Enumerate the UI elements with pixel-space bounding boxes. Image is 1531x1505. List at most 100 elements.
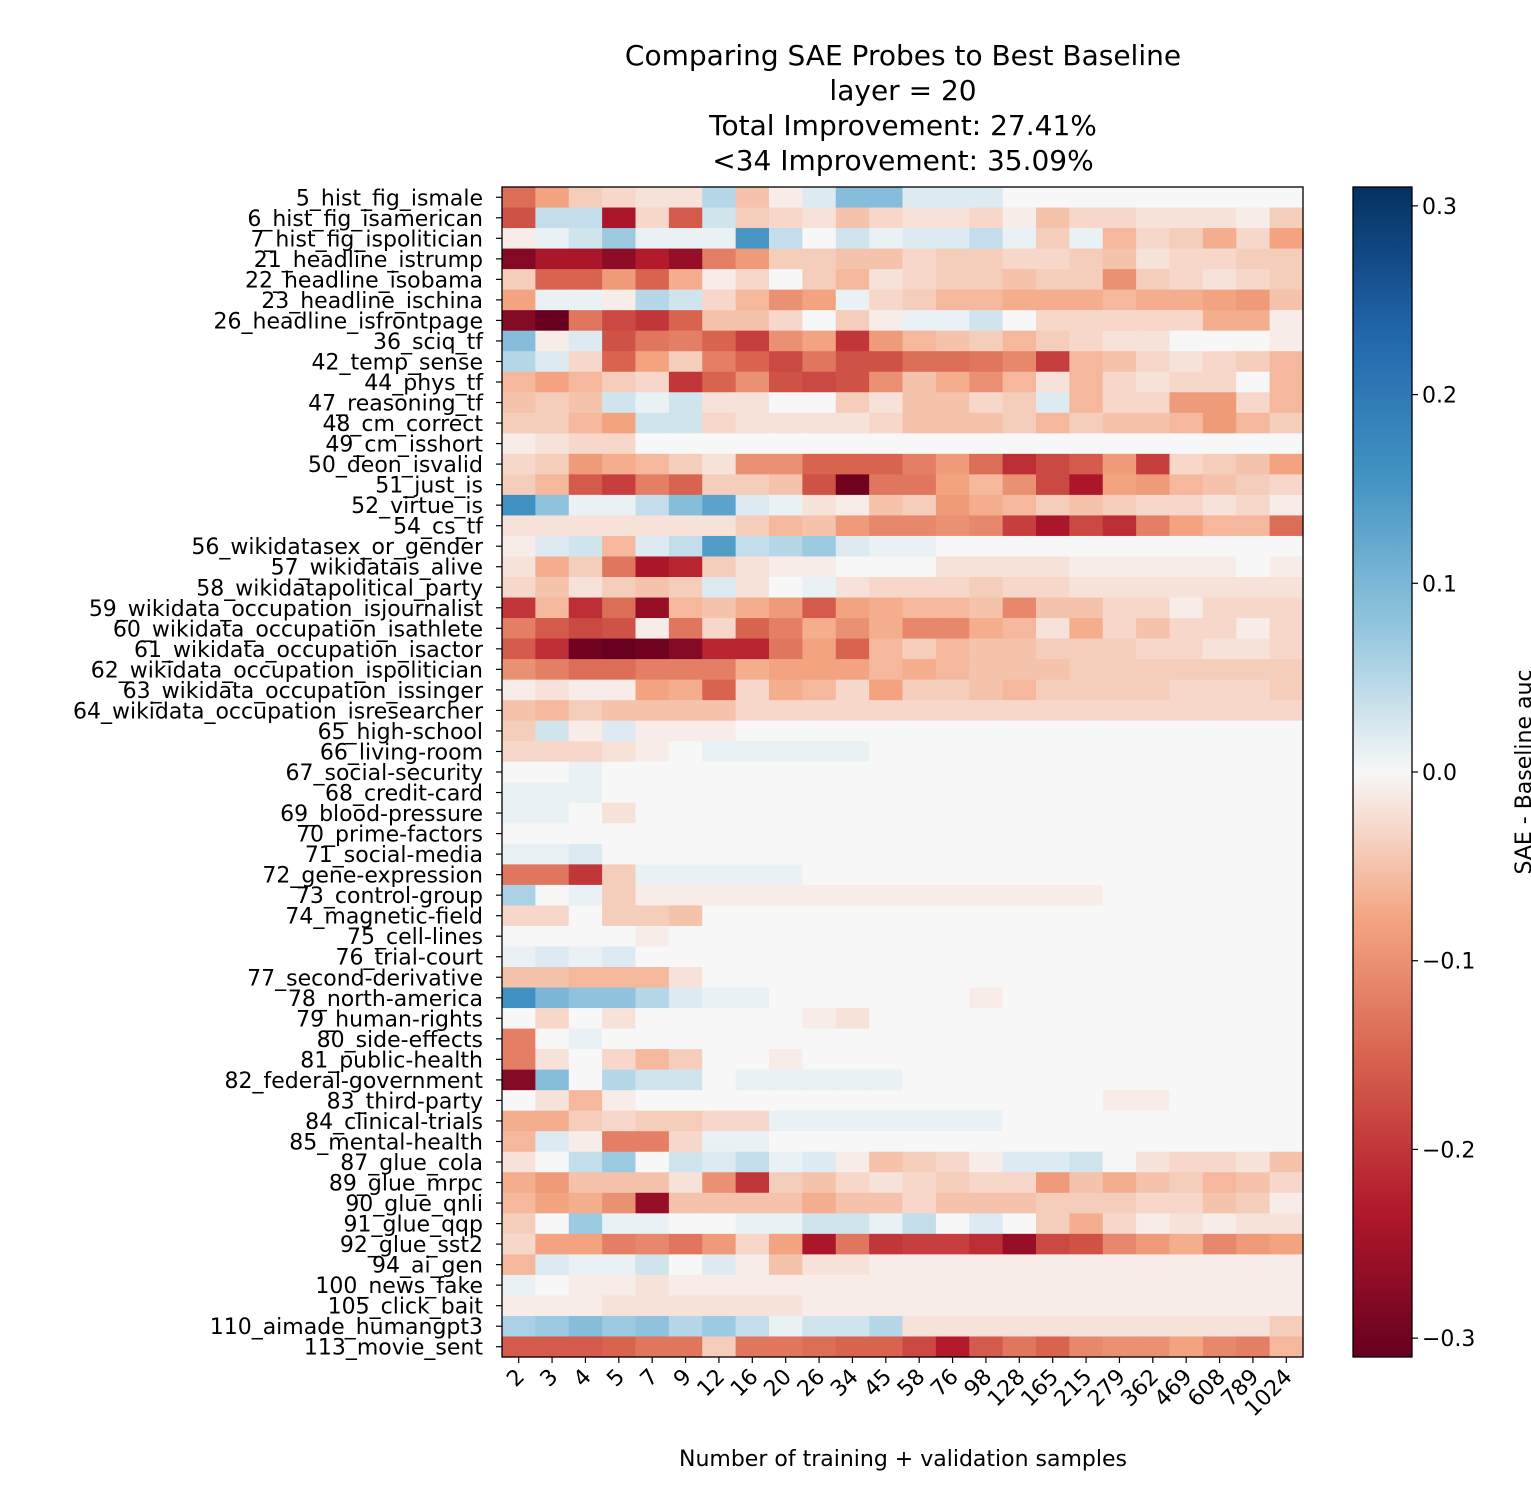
- heatmap-cell: [869, 679, 904, 701]
- heatmap-cell: [802, 638, 837, 660]
- heatmap-cell: [969, 330, 1004, 352]
- heatmap-cell: [1036, 1131, 1070, 1153]
- heatmap-cell: [702, 802, 737, 824]
- heatmap-cell: [835, 515, 870, 537]
- heatmap-cell: [1169, 1274, 1204, 1297]
- heatmap-cell: [802, 453, 837, 475]
- heatmap-cell: [1136, 207, 1171, 229]
- y-tick-label: 74_magnetic-field: [285, 905, 483, 930]
- heatmap-cell: [935, 371, 970, 393]
- heatmap-cell: [1069, 187, 1104, 209]
- heatmap-cell: [1036, 1090, 1070, 1112]
- heatmap-cell: [535, 823, 570, 845]
- heatmap-cell: [668, 1315, 703, 1338]
- heatmap-cell: [802, 782, 837, 804]
- heatmap-cell: [1136, 453, 1171, 475]
- heatmap-cell: [1202, 412, 1237, 434]
- heatmap-cell: [1136, 1254, 1171, 1276]
- heatmap-cell: [1102, 248, 1137, 270]
- heatmap-cell: [1102, 269, 1137, 291]
- heatmap-cell: [1069, 1295, 1104, 1317]
- heatmap-cell: [769, 843, 803, 865]
- heatmap-cell: [1169, 1028, 1204, 1050]
- heatmap-cell: [735, 864, 770, 886]
- heatmap-cell: [1202, 1336, 1237, 1358]
- heatmap-cell: [1169, 1008, 1204, 1030]
- heatmap-cell: [735, 987, 770, 1009]
- heatmap-cell: [668, 1254, 703, 1276]
- heatmap-cell: [668, 597, 703, 619]
- heatmap-cell: [702, 1295, 737, 1317]
- heatmap-cell: [502, 556, 536, 578]
- heatmap-cell: [702, 330, 737, 352]
- heatmap-cell: [1202, 1315, 1237, 1338]
- heatmap-cell: [1102, 967, 1137, 989]
- heatmap-cell: [1036, 987, 1070, 1009]
- heatmap-cell: [668, 351, 703, 373]
- heatmap-cell: [502, 823, 536, 845]
- heatmap-cell: [668, 453, 703, 475]
- heatmap-cell: [602, 228, 637, 250]
- heatmap-cell: [835, 453, 870, 475]
- heatmap-cell: [869, 556, 904, 578]
- heatmap-cell: [802, 967, 837, 989]
- colorbar-gradient: [1352, 186, 1413, 1358]
- heatmap-cell: [1269, 207, 1304, 229]
- y-tick-label: 89_glue_mrpc: [329, 1172, 483, 1197]
- heatmap-cell: [702, 228, 737, 250]
- heatmap-cell: [935, 1336, 970, 1358]
- heatmap-cell: [1036, 884, 1070, 907]
- y-tick-label: 71_social-media: [305, 843, 483, 868]
- heatmap-cell: [969, 618, 1004, 640]
- heatmap-cell: [1069, 1008, 1104, 1030]
- heatmap-cell: [1036, 228, 1070, 250]
- heatmap-cell: [1269, 371, 1304, 393]
- heatmap-cell: [969, 1315, 1004, 1338]
- heatmap-cell: [668, 638, 703, 660]
- heatmap-cell: [935, 392, 970, 414]
- heatmap-cell: [902, 392, 937, 414]
- heatmap-cell: [869, 1008, 904, 1030]
- heatmap-cell: [935, 1131, 970, 1153]
- heatmap-cell: [1136, 187, 1171, 209]
- heatmap-cell: [835, 187, 870, 209]
- heatmap-cell: [568, 474, 603, 496]
- heatmap-cell: [735, 515, 770, 537]
- heatmap-cell: [1202, 1172, 1237, 1194]
- heatmap-cell: [735, 577, 770, 599]
- heatmap-cell: [1069, 823, 1104, 845]
- heatmap-cell: [702, 412, 737, 434]
- heatmap-cell: [802, 925, 837, 948]
- heatmap-cell: [869, 1213, 904, 1235]
- heatmap-cell: [835, 577, 870, 599]
- heatmap-cell: [635, 679, 670, 701]
- heatmap-cell: [1169, 1315, 1204, 1338]
- heatmap-cell: [602, 1274, 637, 1297]
- heatmap-cell: [735, 228, 770, 250]
- heatmap-cell: [1202, 1069, 1237, 1091]
- heatmap-cell: [1236, 905, 1271, 927]
- heatmap-cell: [1136, 782, 1171, 804]
- heatmap-cell: [902, 967, 937, 989]
- heatmap-cell: [702, 1233, 737, 1255]
- heatmap-cell: [568, 1110, 603, 1132]
- heatmap-cell: [1169, 577, 1204, 599]
- heatmap-cell: [835, 1090, 870, 1112]
- heatmap-cell: [635, 638, 670, 660]
- heatmap-cell: [802, 987, 837, 1009]
- heatmap-cell: [869, 967, 904, 989]
- heatmap-cell: [935, 556, 970, 578]
- heatmap-cell: [1169, 535, 1204, 558]
- y-tick-label: 60_wikidata_occupation_isathlete: [113, 617, 483, 642]
- heatmap-cell: [1036, 1172, 1070, 1194]
- heatmap-cell: [1236, 453, 1271, 475]
- heatmap-cell: [635, 433, 670, 455]
- y-tick-label: 7_hist_fig_ispolitician: [250, 227, 483, 252]
- heatmap-cell: [635, 925, 670, 948]
- heatmap-cell: [1202, 310, 1237, 332]
- heatmap-cell: [568, 1049, 603, 1071]
- heatmap-cell: [702, 248, 737, 270]
- heatmap-cell: [902, 1172, 937, 1194]
- heatmap-cell: [668, 884, 703, 907]
- heatmap-cell: [1202, 556, 1237, 578]
